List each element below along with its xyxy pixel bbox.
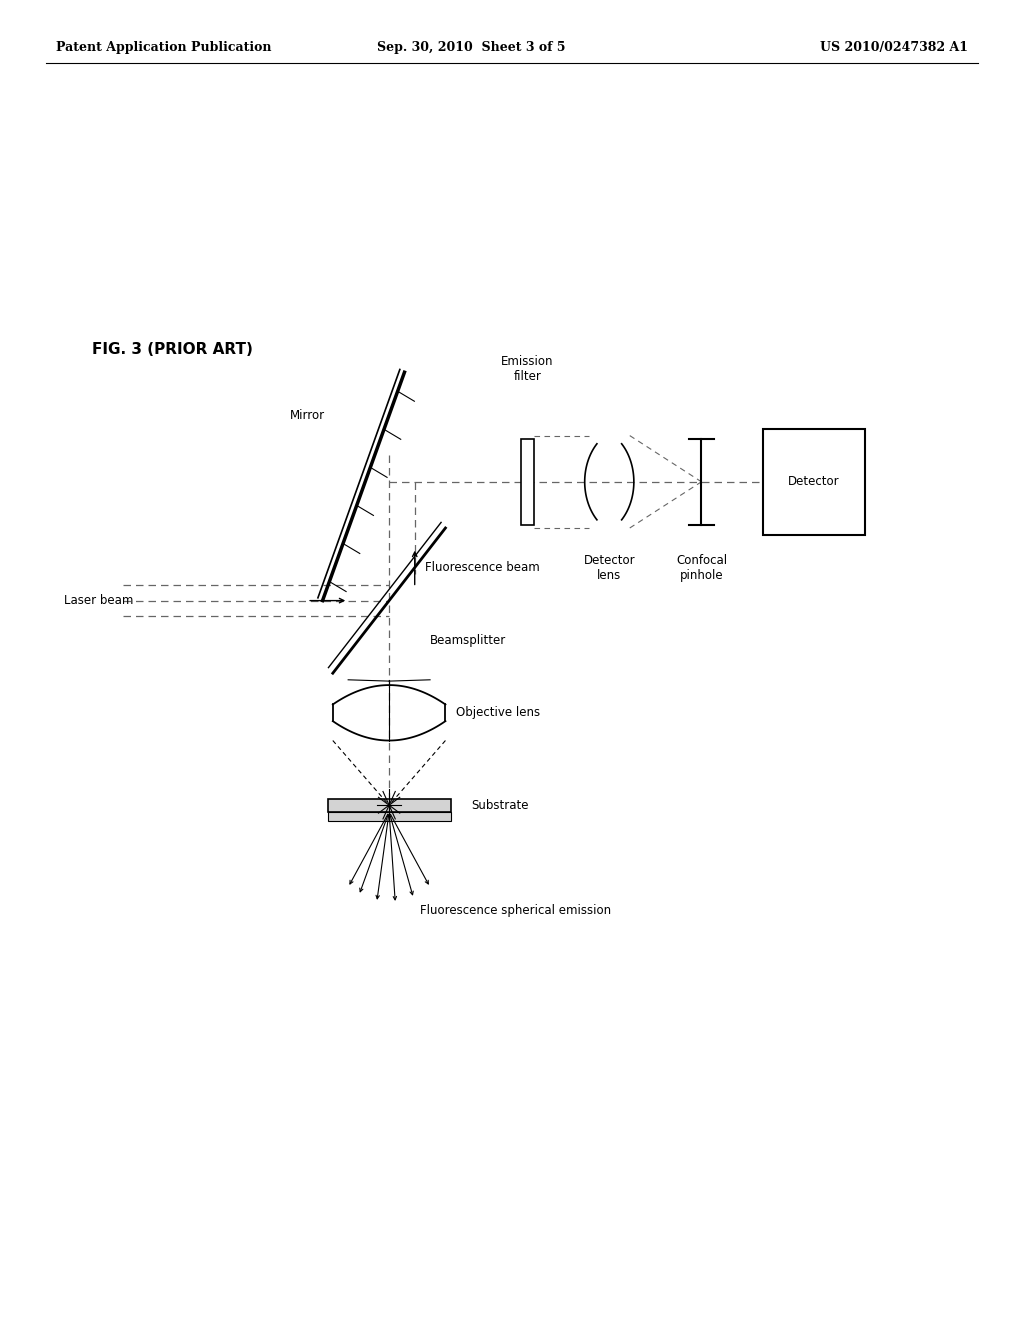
Bar [328, 799, 451, 812]
Text: Mirror: Mirror [290, 409, 325, 422]
Text: Objective lens: Objective lens [456, 706, 540, 719]
Text: Fluorescence spherical emission: Fluorescence spherical emission [420, 904, 611, 917]
Text: Sep. 30, 2010  Sheet 3 of 5: Sep. 30, 2010 Sheet 3 of 5 [377, 41, 565, 54]
Bar [763, 429, 865, 535]
Text: Laser beam: Laser beam [63, 594, 133, 607]
Text: Fluorescence beam: Fluorescence beam [425, 561, 540, 574]
Bar [328, 812, 451, 821]
Text: Beamsplitter: Beamsplitter [430, 634, 506, 647]
Text: Confocal
pinhole: Confocal pinhole [676, 554, 727, 582]
Text: Emission
filter: Emission filter [501, 355, 554, 383]
Text: US 2010/0247382 A1: US 2010/0247382 A1 [819, 41, 968, 54]
Bar [521, 438, 535, 524]
Text: Substrate: Substrate [471, 799, 528, 812]
Text: FIG. 3 (PRIOR ART): FIG. 3 (PRIOR ART) [92, 342, 253, 358]
Text: Detector: Detector [788, 475, 840, 488]
Text: Detector
lens: Detector lens [584, 554, 635, 582]
Text: Patent Application Publication: Patent Application Publication [56, 41, 271, 54]
